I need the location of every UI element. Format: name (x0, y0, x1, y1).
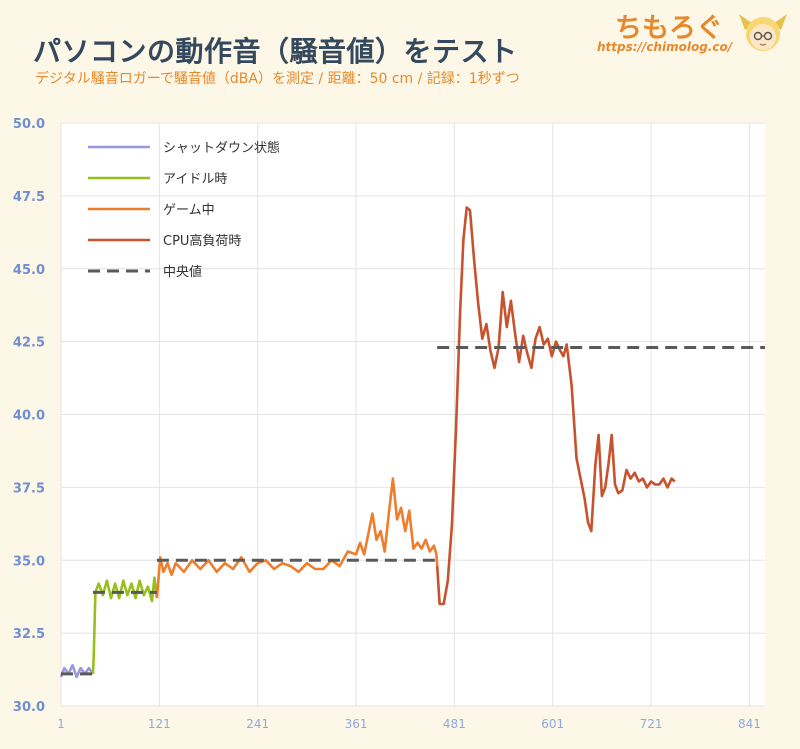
legend-label: 中央値 (163, 264, 202, 280)
x-tick-label: 361 (345, 717, 368, 731)
x-tick-label: 601 (541, 717, 564, 731)
x-tick-label: 241 (246, 717, 269, 731)
x-tick-label: 1 (57, 717, 65, 731)
y-tick-label: 47.5 (13, 190, 45, 205)
page-title: パソコンの動作音（騒音値）をテスト (33, 35, 518, 68)
y-tick-label: 45.0 (13, 263, 45, 278)
series-line-0 (59, 663, 95, 679)
x-tick-label: 121 (148, 717, 171, 731)
mascot-icon (739, 14, 787, 51)
site-logo[interactable]: ちもろぐ (615, 13, 723, 44)
y-tick-label: 40.0 (13, 409, 45, 424)
site-url[interactable]: https://chimolog.co/ (597, 40, 733, 54)
y-tick-label: 30.0 (13, 700, 45, 715)
legend-label: CPU高負荷時 (163, 233, 241, 249)
y-tick-label: 50.0 (13, 117, 45, 132)
legend-label: ゲーム中 (163, 203, 215, 218)
legend-label: シャットダウン状態 (163, 140, 280, 156)
y-tick-label: 35.0 (13, 554, 45, 569)
series-line-1 (91, 576, 159, 674)
y-tick-label: 32.5 (13, 627, 45, 642)
y-tick-label: 37.5 (13, 481, 45, 496)
page-subtitle: デジタル騒音ロガーで騒音値（dBA）を測定 / 距離：50 cm / 記録：1秒… (35, 71, 520, 87)
x-tick-label: 481 (443, 717, 466, 731)
legend-label: アイドル時 (163, 172, 227, 187)
y-tick-label: 42.5 (13, 336, 45, 351)
x-tick-label: 721 (640, 717, 663, 731)
x-tick-label: 841 (738, 717, 761, 731)
